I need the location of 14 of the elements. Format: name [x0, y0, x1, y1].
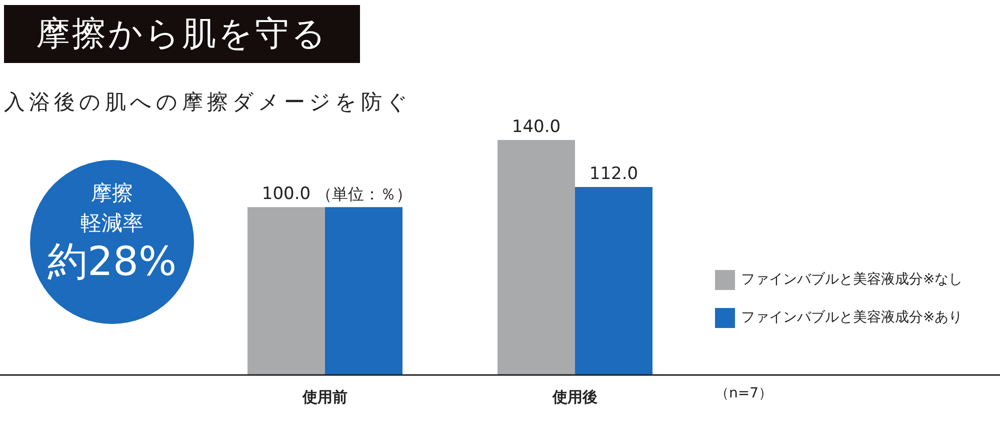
text: 摩擦 — [90, 180, 134, 207]
data-label: 112.0 — [589, 164, 638, 184]
data-label: 140.0 — [512, 116, 561, 137]
chart-subtitle: 入浴後の肌への摩擦ダメージを防ぐ — [4, 89, 412, 116]
annotation: （単位：％） — [316, 184, 412, 204]
text: 軽減率 — [80, 210, 144, 237]
text: 約28% — [46, 238, 178, 286]
legend-label: ファインバブルと美容液成分※あり — [741, 310, 963, 326]
legend-label: ファインバブルと美容液成分※なし — [741, 272, 963, 288]
data-label: 100.0 — [262, 184, 311, 204]
x-tick-label: 使用前 — [302, 388, 348, 406]
x-tick-label: 使用後 — [552, 388, 598, 406]
chart-title: 摩擦から肌を守る — [4, 5, 360, 63]
text: （n=7） — [715, 386, 773, 402]
